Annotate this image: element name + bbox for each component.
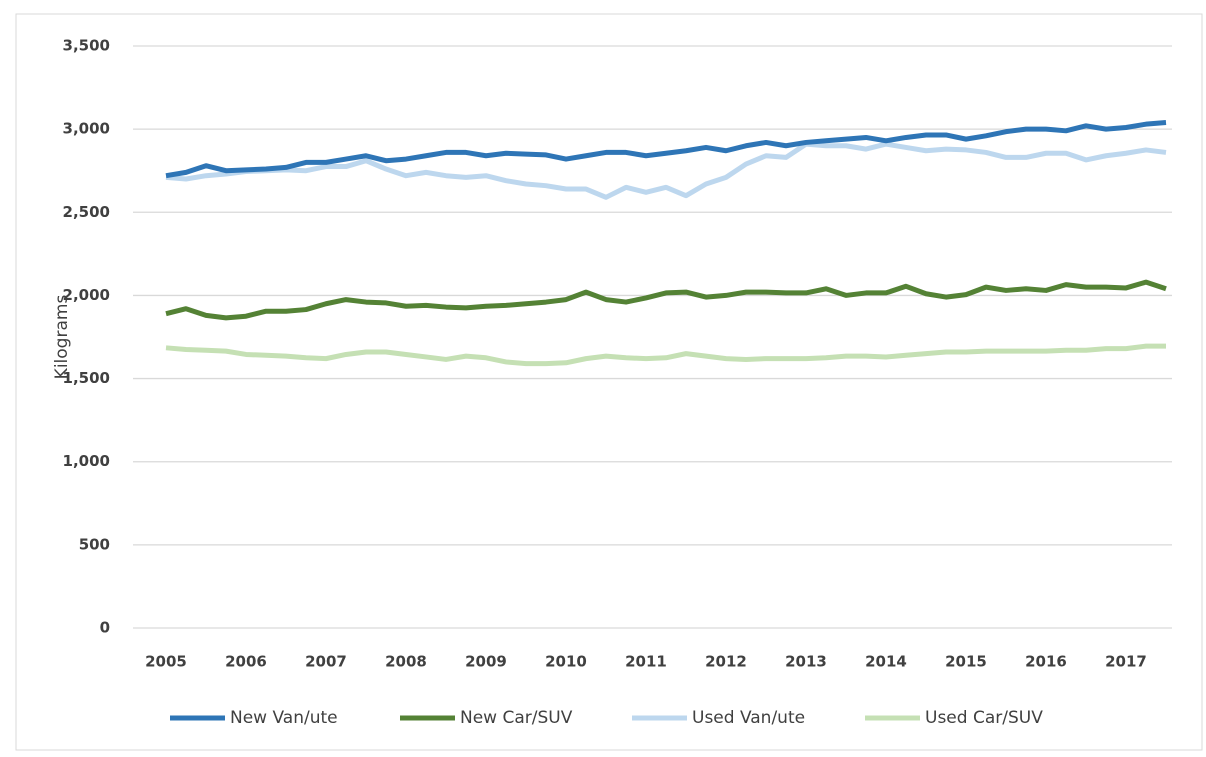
x-tick-label: 2017: [1105, 653, 1147, 671]
y-tick-label: 3,500: [63, 37, 110, 55]
y-tick-label: 1,000: [63, 452, 110, 470]
legend-label: Used Car/SUV: [925, 708, 1043, 728]
x-tick-label: 2010: [545, 653, 587, 671]
x-tick-label: 2009: [465, 653, 507, 671]
legend-label: New Van/ute: [230, 708, 338, 728]
series-line: [165, 279, 1167, 321]
x-tick-label: 2012: [705, 653, 747, 671]
y-axis-title: Kilograms: [52, 295, 72, 380]
y-tick-label: 500: [79, 535, 110, 553]
x-tick-label: 2014: [865, 653, 907, 671]
y-tick-label: 2,500: [63, 203, 110, 221]
legend-label: New Car/SUV: [460, 708, 573, 728]
x-tick-label: 2011: [625, 653, 667, 671]
x-tick-label: 2008: [385, 653, 427, 671]
y-tick-label: 0: [100, 619, 110, 637]
x-tick-label: 2006: [225, 653, 267, 671]
y-tick-label: 3,000: [63, 120, 110, 138]
x-tick-label: 2007: [305, 653, 347, 671]
y-tick-label: 2,000: [63, 286, 110, 304]
series-line: [165, 343, 1166, 367]
legend-label: Used Van/ute: [692, 708, 805, 728]
x-tick-label: 2005: [145, 653, 187, 671]
series-line: [165, 119, 1167, 179]
x-tick-label: 2016: [1025, 653, 1067, 671]
series-line: [165, 141, 1167, 200]
x-tick-label: 2015: [945, 653, 987, 671]
x-tick-label: 2013: [785, 653, 827, 671]
y-tick-label: 1,500: [63, 369, 110, 387]
chart-border: [15, 13, 1203, 751]
